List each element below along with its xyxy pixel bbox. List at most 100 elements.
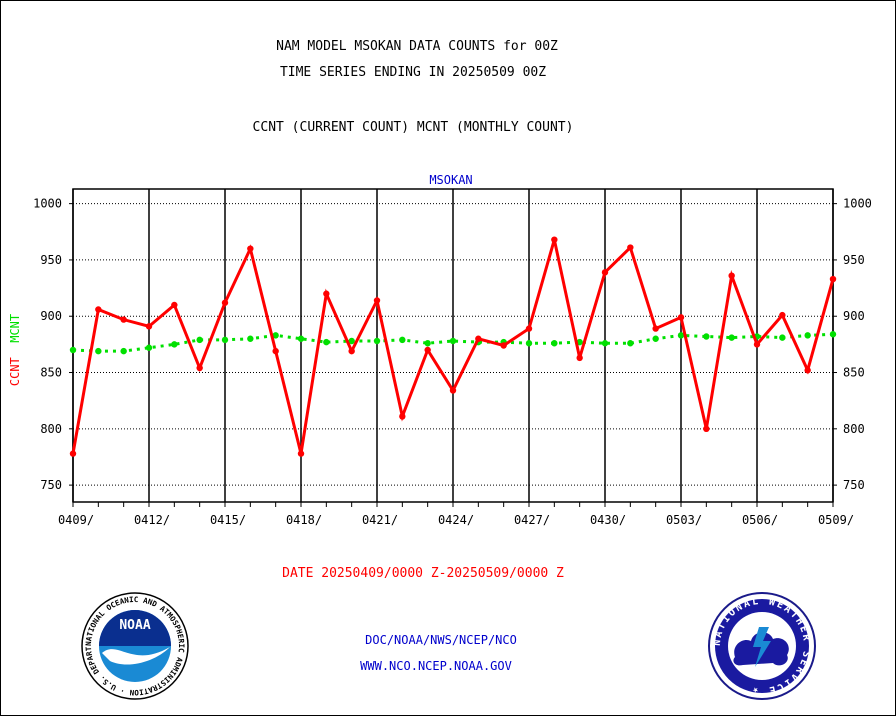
data-point-ccnt [728, 272, 735, 279]
x-tick-label: 0409/ [58, 513, 94, 527]
data-point-mcnt [652, 335, 659, 342]
chart-subtitle: CCNT (CURRENT COUNT) MCNT (MONTHLY COUNT… [252, 120, 574, 135]
y-tick-label-left: 800 [40, 422, 62, 436]
data-point-mcnt [399, 336, 406, 344]
data-point-mcnt [373, 337, 381, 345]
y-tick-label-left: 1000 [33, 197, 62, 211]
station-label: MSOKAN [429, 173, 472, 187]
x-tick-label: 0427/ [514, 513, 550, 527]
chart-title-line1: NAM MODEL MSOKAN DATA COUNTS for 00Z [276, 39, 558, 54]
data-point-ccnt [373, 297, 381, 304]
data-point-mcnt [424, 340, 431, 347]
axis-layer: 750 750 800 800 850 850 900 900 950 950 1000 1000 04… [33, 188, 872, 527]
data-point-mcnt [703, 333, 710, 340]
data-point-ccnt [399, 413, 406, 420]
org-line1: DOC/NOAA/NWS/NCEP/NCO [365, 633, 517, 647]
data-point-mcnt [323, 338, 330, 346]
noaa-logo: NATIONAL OCEANIC AND ATMOSPHERIC ADMINIS… [80, 591, 189, 700]
data-point-mcnt [804, 332, 811, 339]
data-point-ccnt [297, 450, 305, 457]
y-tick-label-right: 900 [843, 309, 865, 323]
data-point-ccnt [247, 245, 254, 252]
data-point-mcnt [120, 347, 127, 355]
data-point-ccnt [703, 425, 710, 433]
x-tick-label: 0424/ [438, 513, 474, 527]
data-point-ccnt [652, 325, 659, 332]
data-point-mcnt [171, 341, 178, 348]
svg-text:CCNT MCNT: CCNT MCNT [8, 314, 22, 386]
data-point-mcnt [272, 332, 279, 339]
x-tick-label: 0415/ [210, 513, 246, 527]
data-point-ccnt [272, 347, 279, 355]
ccnt-series [69, 236, 837, 457]
data-point-ccnt [171, 301, 178, 309]
time-series-chart: 750 750 800 800 850 850 900 900 950 950 1000 1000 04… [8, 173, 872, 527]
data-point-ccnt [449, 387, 457, 394]
data-point-ccnt [500, 342, 507, 349]
y-axis-label: CCNT MCNT [8, 314, 22, 386]
y-tick-label-left: 900 [40, 309, 62, 323]
date-range: DATE 20250409/0000 Z-20250509/0000 Z [282, 566, 564, 581]
data-point-mcnt [779, 334, 786, 341]
data-point-mcnt [348, 337, 355, 345]
data-point-ccnt [525, 325, 533, 332]
data-point-ccnt [69, 450, 77, 457]
plot-area [72, 188, 834, 503]
x-tick-label: 0509/ [818, 513, 854, 527]
data-point-mcnt [829, 331, 837, 338]
data-point-ccnt [145, 323, 153, 330]
noaa-logo-text: NOAA [119, 618, 150, 633]
data-point-ccnt [779, 311, 786, 319]
x-tick-label: 0421/ [362, 513, 398, 527]
data-point-ccnt [677, 314, 685, 321]
data-point-ccnt [804, 367, 811, 374]
data-point-ccnt [576, 354, 583, 362]
x-tick-label: 0430/ [590, 513, 626, 527]
nws-logo: NATIONAL WEATHER SERVICE ★ [708, 592, 816, 700]
y-tick-label-right: 750 [843, 478, 865, 492]
org-line2: WWW.NCO.NCEP.NOAA.GOV [360, 659, 512, 673]
data-point-mcnt [728, 334, 735, 341]
data-point-mcnt [247, 335, 254, 342]
y-tick-label-left: 750 [40, 478, 62, 492]
data-point-ccnt [753, 341, 761, 348]
data-point-ccnt [627, 244, 634, 251]
y-axis-label-ccnt: CCNT [8, 357, 22, 386]
y-tick-label-right: 1000 [843, 197, 872, 211]
data-point-ccnt [323, 290, 330, 297]
x-tick-label: 0506/ [742, 513, 778, 527]
y-tick-label-left: 850 [40, 366, 62, 380]
mcnt-series [69, 331, 837, 355]
data-point-mcnt [449, 337, 457, 345]
x-tick-label: 0418/ [286, 513, 322, 527]
data-point-ccnt [601, 269, 609, 276]
data-point-mcnt [297, 335, 305, 342]
data-point-mcnt [677, 332, 685, 339]
y-tick-label-right: 950 [843, 253, 865, 267]
data-point-ccnt [221, 299, 229, 306]
data-point-mcnt [525, 340, 533, 347]
data-point-mcnt [627, 340, 634, 347]
data-point-mcnt [95, 347, 102, 355]
data-point-mcnt [196, 336, 203, 344]
y-axis-label-mcnt: MCNT [8, 314, 22, 343]
data-point-ccnt [95, 306, 102, 313]
data-point-mcnt [221, 336, 229, 344]
data-point-ccnt [475, 335, 482, 342]
data-point-mcnt [601, 340, 609, 347]
data-point-ccnt [196, 364, 203, 372]
data-point-ccnt [551, 236, 558, 243]
data-point-ccnt [120, 316, 127, 323]
x-tick-label: 0412/ [134, 513, 170, 527]
y-tick-label-right: 800 [843, 422, 865, 436]
y-tick-label-right: 850 [843, 366, 865, 380]
data-point-ccnt [348, 347, 355, 355]
data-point-ccnt [829, 275, 837, 283]
data-point-mcnt [69, 346, 77, 354]
y-tick-label-left: 950 [40, 253, 62, 267]
data-point-ccnt [424, 346, 431, 354]
chart-title-line2: TIME SERIES ENDING IN 20250509 00Z [279, 65, 547, 80]
data-point-mcnt [145, 344, 153, 351]
data-point-mcnt [551, 340, 558, 347]
x-tick-label: 0503/ [666, 513, 702, 527]
